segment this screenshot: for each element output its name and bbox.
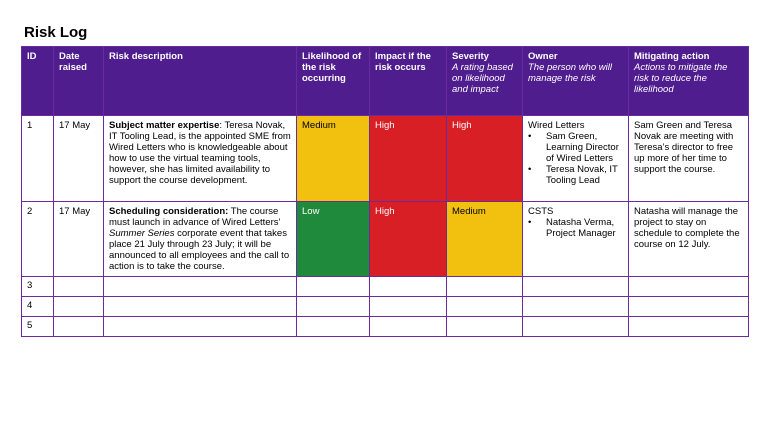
header-risk-description: Risk description	[103, 46, 297, 116]
owner-person: Sam Green, Learning Director of Wired Le…	[528, 131, 623, 164]
cell-date[interactable]	[53, 296, 104, 317]
cell-severity[interactable]	[446, 316, 523, 337]
table-row: 5	[21, 316, 749, 337]
header-mitigating-action: Mitigating action Actions to mitigate th…	[628, 46, 749, 116]
cell-likelihood[interactable]	[296, 316, 370, 337]
cell-impact[interactable]	[369, 296, 447, 317]
table-row: 2 17 May Scheduling consideration: The c…	[21, 201, 749, 277]
risk-detail-pre: The course must launch in advance of Wir…	[109, 206, 281, 228]
table-header-row: ID Date raised Risk description Likeliho…	[21, 46, 749, 116]
header-date-raised: Date raised	[53, 46, 104, 116]
header-id: ID	[21, 46, 54, 116]
cell-id[interactable]: 2	[21, 201, 54, 277]
header-impact: Impact if the risk occurs	[369, 46, 447, 116]
cell-likelihood[interactable]	[296, 296, 370, 317]
header-mitigating-label: Mitigating action	[634, 51, 710, 62]
owner-list: Natasha Verma, Project Manager	[528, 217, 623, 239]
page-title: Risk Log	[24, 24, 88, 41]
table-row: 3	[21, 276, 749, 297]
cell-id[interactable]: 3	[21, 276, 54, 297]
header-severity: Severity A rating based on likelihood an…	[446, 46, 523, 116]
cell-mitigating-action[interactable]: Natasha will manage the project to stay …	[628, 201, 749, 277]
cell-mitigating-action[interactable]	[628, 296, 749, 317]
cell-risk-description[interactable]	[103, 316, 297, 337]
cell-date[interactable]	[53, 276, 104, 297]
cell-owner[interactable]	[522, 276, 629, 297]
cell-mitigating-action[interactable]	[628, 276, 749, 297]
cell-likelihood[interactable]: Low	[296, 201, 370, 277]
cell-impact[interactable]	[369, 276, 447, 297]
cell-likelihood[interactable]: Medium	[296, 115, 370, 202]
cell-date[interactable]: 17 May	[53, 115, 104, 202]
cell-date[interactable]	[53, 316, 104, 337]
header-mitigating-subtitle: Actions to mitigate the risk to reduce t…	[634, 62, 728, 95]
header-likelihood: Likelihood of the risk occurring	[296, 46, 370, 116]
owner-org: Wired Letters	[528, 120, 585, 131]
risk-log-table: ID Date raised Risk description Likeliho…	[21, 46, 749, 337]
cell-risk-description[interactable]: Scheduling consideration: The course mus…	[103, 201, 297, 277]
cell-impact[interactable]: High	[369, 115, 447, 202]
table-row: 1 17 May Subject matter expertise: Teres…	[21, 115, 749, 202]
cell-owner[interactable]	[522, 296, 629, 317]
cell-id[interactable]: 4	[21, 296, 54, 317]
risk-detail-post: corporate event that takes place 21 July…	[109, 228, 290, 272]
cell-id[interactable]: 1	[21, 115, 54, 202]
header-owner: Owner The person who will manage the ris…	[522, 46, 629, 116]
cell-severity[interactable]: High	[446, 115, 523, 202]
header-owner-subtitle: The person who will manage the risk	[528, 62, 612, 84]
risk-title: Subject matter expertise	[109, 120, 220, 131]
cell-risk-description[interactable]: Subject matter expertise: Teresa Novak, …	[103, 115, 297, 202]
cell-owner[interactable]	[522, 316, 629, 337]
cell-severity[interactable]	[446, 276, 523, 297]
owner-org: CSTS	[528, 206, 554, 217]
cell-impact[interactable]	[369, 316, 447, 337]
header-owner-label: Owner	[528, 51, 558, 62]
cell-owner[interactable]: CSTS Natasha Verma, Project Manager	[522, 201, 629, 277]
cell-impact[interactable]: High	[369, 201, 447, 277]
cell-severity[interactable]: Medium	[446, 201, 523, 277]
table-row: 4	[21, 296, 749, 317]
cell-mitigating-action[interactable]	[628, 316, 749, 337]
owner-list: Sam Green, Learning Director of Wired Le…	[528, 131, 623, 186]
cell-risk-description[interactable]	[103, 296, 297, 317]
cell-severity[interactable]	[446, 296, 523, 317]
header-severity-label: Severity	[452, 51, 489, 62]
owner-person: Natasha Verma, Project Manager	[528, 217, 623, 239]
risk-detail: : Teresa Novak, IT Tooling Lead, is the …	[109, 120, 291, 186]
cell-date[interactable]: 17 May	[53, 201, 104, 277]
cell-owner[interactable]: Wired Letters Sam Green, Learning Direct…	[522, 115, 629, 202]
cell-id[interactable]: 5	[21, 316, 54, 337]
risk-detail-italic: Summer Series	[109, 228, 175, 239]
cell-mitigating-action[interactable]: Sam Green and Teresa Novak are meeting w…	[628, 115, 749, 202]
cell-risk-description[interactable]	[103, 276, 297, 297]
risk-title: Scheduling consideration:	[109, 206, 229, 217]
header-severity-subtitle: A rating based on likelihood and impact	[452, 62, 513, 95]
cell-likelihood[interactable]	[296, 276, 370, 297]
owner-person: Teresa Novak, IT Tooling Lead	[528, 164, 623, 186]
